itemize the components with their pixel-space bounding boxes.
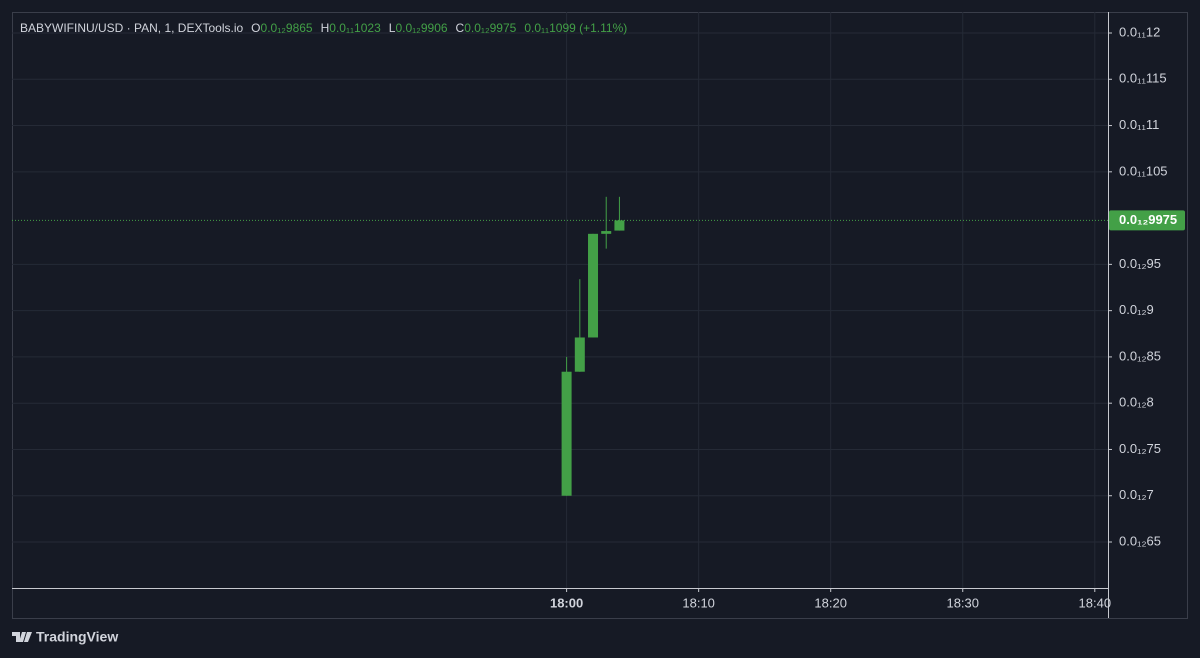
y-tick-label: 0.0₁₂95	[1119, 256, 1161, 271]
legend-key: L	[389, 21, 396, 35]
last-price-label: 0.0₁₂9975	[1119, 212, 1177, 227]
legend-value: 0.0₁₂9906	[395, 21, 447, 35]
legend: BABYWIFINU/USD · PAN, 1, DEXTools.io O0.0…	[20, 21, 627, 35]
change: 0.0₁₁1099 (+1.11%)	[524, 21, 627, 35]
y-tick-label: 0.0₁₂9	[1119, 302, 1154, 317]
y-tick-label: 0.0₁₂65	[1119, 533, 1161, 548]
symbol: BABYWIFINU/USD · PAN, 1, DEXTools.io	[20, 21, 243, 35]
frame	[12, 12, 1188, 619]
y-tick-label: 0.0₁₂75	[1119, 441, 1161, 456]
legend-key: C	[456, 21, 465, 35]
x-tick-label: 18:30	[946, 595, 979, 610]
x-tick-label: 18:10	[682, 595, 715, 610]
logo-icon	[12, 632, 32, 642]
candle-body	[588, 233, 599, 338]
y-tick-label: 0.0₁₂8	[1119, 395, 1154, 410]
grid	[12, 12, 1108, 588]
y-tick-label: 0.0₁₁105	[1119, 163, 1168, 178]
last-price-box	[1109, 210, 1185, 231]
brand: TradingView	[36, 629, 118, 645]
legend-key: H	[321, 21, 330, 35]
candle-body	[561, 371, 572, 496]
y-tick-label: 0.0₁₁12	[1119, 24, 1160, 39]
legend-key: O	[251, 21, 260, 35]
plot	[12, 196, 1108, 496]
legend-value: 0.0₁₂9865	[261, 21, 313, 35]
candle-body	[601, 231, 612, 234]
legend-value: 0.0₁₂9975	[464, 21, 516, 35]
brand-logo: TradingView	[12, 629, 118, 645]
y-tick-label: 0.0₁₁11	[1119, 117, 1159, 132]
candle-body	[614, 220, 625, 231]
y-tick-label: 0.0₁₁115	[1119, 71, 1167, 86]
legend-value: 0.0₁₁1023	[329, 21, 381, 35]
x-tick-label: 18:20	[814, 595, 847, 610]
axes: 0.0₁₁12 0.0₁₁115 0.0₁₁11 0.0₁₁105 0.0₁₂95 0.0…	[550, 24, 1185, 610]
x-tick-label: 18:40	[1079, 595, 1112, 610]
y-tick-label: 0.0₁₂85	[1119, 348, 1161, 363]
y-tick-label: 0.0₁₂7	[1119, 487, 1154, 502]
candle-body	[574, 337, 585, 372]
x-tick-label: 18:00	[550, 595, 583, 610]
